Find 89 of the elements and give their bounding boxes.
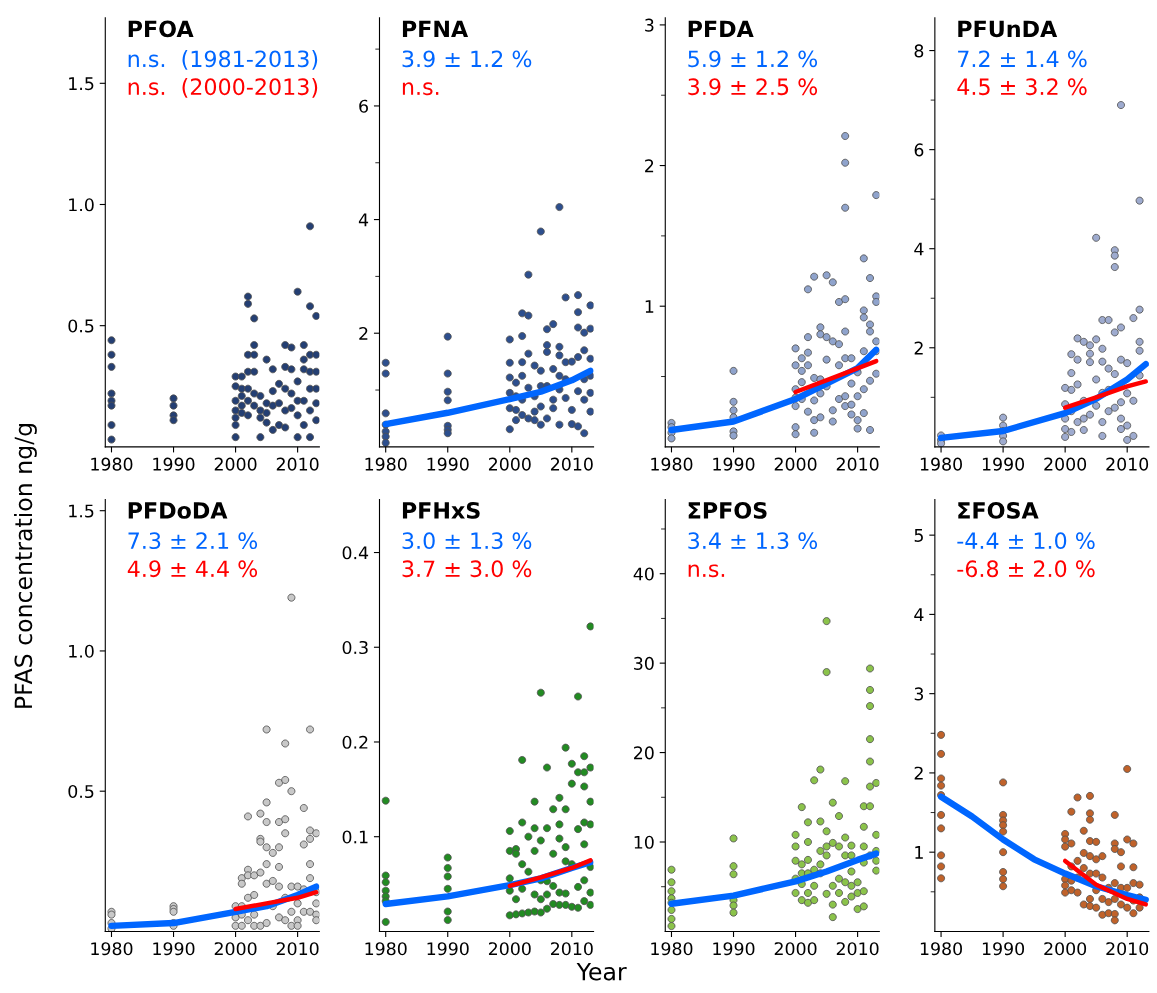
x-tick-label: 1980 (365, 942, 407, 956)
x-tick-label: 1990 (713, 457, 755, 471)
y-tick-label: 4 (914, 608, 924, 621)
y-tick-label: 2 (359, 326, 368, 340)
chart-title: PFDoDA (128, 502, 228, 519)
annotation: -6.8 ± 2.0 % (957, 560, 1095, 578)
y-tick-label: 40 (633, 567, 654, 581)
x-tick-label: 2010 (276, 942, 319, 956)
x-tick-label: 2000 (1044, 457, 1087, 471)
x-tick-label: 1990 (713, 942, 755, 956)
x-tick-label: 2010 (276, 457, 319, 471)
annotation: n.s. (402, 82, 439, 96)
y-tick-label: 0.2 (342, 735, 368, 749)
annotation: n.s. (2000-2013) (128, 77, 318, 98)
chart-title: PFHxS (402, 502, 480, 519)
line-series (507, 858, 593, 889)
x-axis-title: Year (576, 962, 627, 981)
x-tick-label: 2010 (836, 457, 879, 471)
y-tick-label: 1.0 (69, 198, 94, 212)
annotation: 4.5 ± 3.2 % (957, 78, 1087, 96)
x-tick-label: 1980 (920, 942, 962, 956)
annotation: -4.4 ± 1.0 % (957, 532, 1095, 550)
x-tick-label: 1990 (153, 457, 195, 471)
annotation: 7.3 ± 2.1 % (128, 532, 258, 550)
x-tick-label: 2000 (774, 457, 817, 471)
x-tick-label: 1990 (153, 942, 195, 956)
x-tick-label: 1990 (982, 942, 1025, 956)
y-tick-label: 3 (914, 687, 924, 701)
y-tick-label: 4 (914, 242, 924, 256)
chart-title: ΣPFOS (688, 502, 767, 519)
line-series (233, 889, 319, 912)
x-tick-label: 1990 (427, 942, 469, 956)
x-tick-label: 1980 (91, 457, 133, 471)
y-tick-label: 0.3 (342, 640, 368, 655)
x-tick-label: 2010 (1106, 457, 1149, 471)
x-tick-label: 2000 (774, 942, 817, 956)
y-tick-label: 1.5 (69, 504, 94, 518)
x-tick-label: 1990 (982, 457, 1025, 471)
annotation: 5.9 ± 1.2 % (688, 50, 818, 68)
x-tick-label: 2000 (214, 942, 257, 956)
chart-title: PFDA (688, 20, 754, 37)
annotation: n.s. (1981-2013) (128, 50, 318, 70)
y-tick-label: 1.0 (69, 644, 94, 658)
annotation: 3.9 ± 1.2 % (402, 50, 532, 68)
x-tick-label: 2010 (1106, 942, 1149, 956)
x-tick-label: 2010 (551, 942, 593, 956)
annotation: 3.7 ± 3.0 % (402, 560, 532, 578)
x-tick-label: 2000 (214, 457, 257, 471)
x-tick-label: 2000 (488, 942, 531, 956)
y-tick-label: 2 (645, 159, 654, 173)
y-axis-title: PFAS concentration ng/g (14, 424, 37, 708)
annotation: n.s. (688, 564, 725, 578)
y-tick-label: 0.4 (342, 546, 369, 560)
y-tick-label: 6 (359, 99, 368, 113)
y-tick-label: 5 (914, 529, 923, 542)
y-tick-label: 4 (358, 213, 369, 227)
y-tick-label: 3 (645, 18, 654, 32)
y-tick-label: 1.5 (69, 77, 94, 91)
y-tick-label: 30 (634, 656, 654, 670)
y-tick-label: 0.1 (342, 830, 368, 844)
x-tick-label: 2010 (551, 457, 593, 471)
chart-title: PFNA (402, 20, 469, 37)
x-tick-label: 2010 (836, 942, 879, 956)
annotation: 3.0 ± 1.3 % (402, 532, 532, 550)
annotation: 3.4 ± 1.3 % (688, 532, 818, 550)
y-tick-label: 10 (634, 835, 654, 849)
annotation: 4.9 ± 4.4 % (127, 560, 258, 578)
x-tick-label: 1980 (365, 457, 407, 471)
y-tick-label: 2 (914, 766, 923, 780)
annotation: 3.9 ± 2.5 % (688, 78, 818, 96)
x-tick-label: 2000 (1044, 942, 1087, 956)
y-tick-label: 8 (914, 44, 924, 58)
y-tick-label: 20 (634, 746, 654, 760)
annotation: 7.2 ± 1.4 % (958, 50, 1087, 68)
y-tick-label: 0.5 (68, 784, 94, 799)
y-tick-label: 1 (915, 846, 923, 859)
x-tick-label: 1990 (427, 457, 469, 471)
x-tick-label: 1980 (920, 457, 962, 471)
chart-title: ΣFOSA (958, 502, 1039, 519)
x-tick-label: 2000 (488, 457, 531, 471)
chart-title: PFOA (128, 20, 194, 38)
y-tick-label: 6 (914, 143, 924, 157)
y-tick-label: 2 (914, 341, 923, 355)
x-tick-label: 1980 (651, 942, 693, 956)
x-tick-label: 1980 (91, 942, 133, 956)
y-tick-label: 1 (645, 300, 654, 313)
x-tick-label: 1980 (651, 457, 693, 471)
y-tick-label: 0.5 (68, 319, 94, 333)
chart-title: PFUnDA (958, 20, 1058, 38)
